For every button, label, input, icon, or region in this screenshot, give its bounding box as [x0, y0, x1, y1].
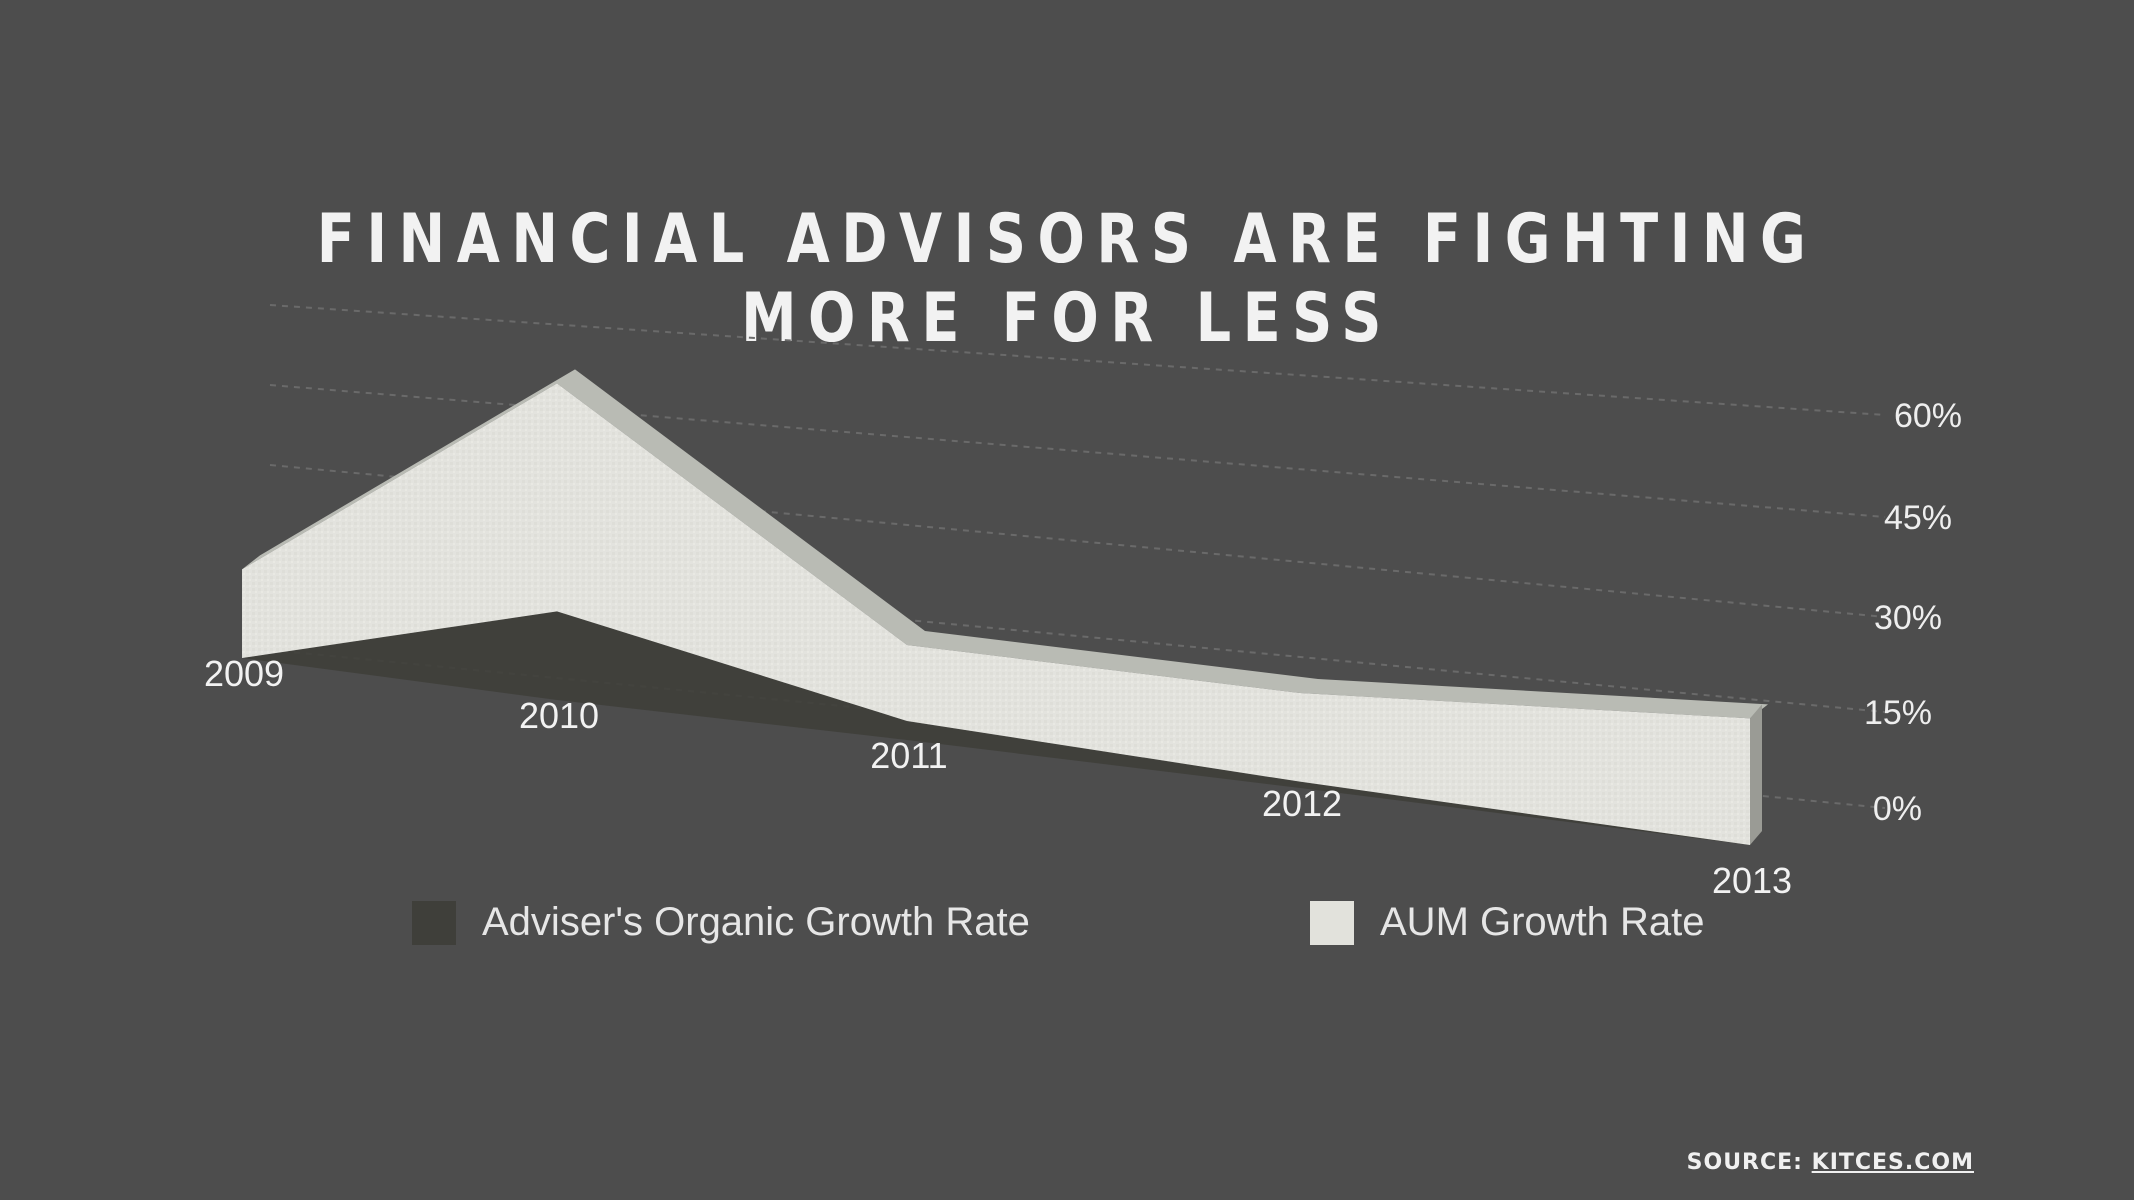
- x-tick-2013: 2013: [1712, 860, 1792, 901]
- organic-front-face: [242, 611, 1750, 845]
- legend-organic-swatch: [412, 900, 456, 945]
- y-tick-15: 15%: [1864, 694, 1932, 732]
- source-prefix: SOURCE:: [1686, 1150, 1803, 1175]
- aum-series: [242, 369, 1768, 845]
- aum-top-face: [242, 369, 1768, 719]
- y-tick-labels: 0% 15% 30% 45% 60%: [1864, 397, 1962, 828]
- y-tick-45: 45%: [1884, 499, 1952, 537]
- y-tick-60: 60%: [1894, 397, 1962, 435]
- chart-title: FINANCIAL ADVISORS ARE FIGHTING MORE FOR…: [316, 200, 1818, 358]
- x-tick-2010: 2010: [519, 695, 599, 736]
- aum-front-face: [242, 383, 1750, 845]
- legend-organic: Adviser's Organic Growth Rate: [412, 900, 1030, 945]
- source-note: SOURCE: KITCES.COM: [1687, 1150, 1974, 1175]
- x-tick-2011: 2011: [870, 735, 947, 776]
- source-link[interactable]: KITCES.COM: [1811, 1150, 1974, 1175]
- legend-aum-swatch: [1310, 900, 1354, 945]
- x-tick-2012: 2012: [1262, 783, 1342, 824]
- aum-end-cap: [1750, 704, 1762, 845]
- legend-aum-label: AUM Growth Rate: [1380, 900, 1705, 944]
- y-tick-30: 30%: [1874, 599, 1942, 637]
- y-tick-0: 0%: [1873, 790, 1922, 828]
- legend-aum: AUM Growth Rate: [1310, 900, 1705, 945]
- x-tick-labels: 2009 2010 2011 2012 2013: [204, 653, 1792, 901]
- x-tick-2009: 2009: [204, 653, 284, 694]
- gridline-60: [269, 304, 1886, 416]
- legend-organic-label: Adviser's Organic Growth Rate: [482, 900, 1030, 944]
- gridlines: [269, 304, 1886, 809]
